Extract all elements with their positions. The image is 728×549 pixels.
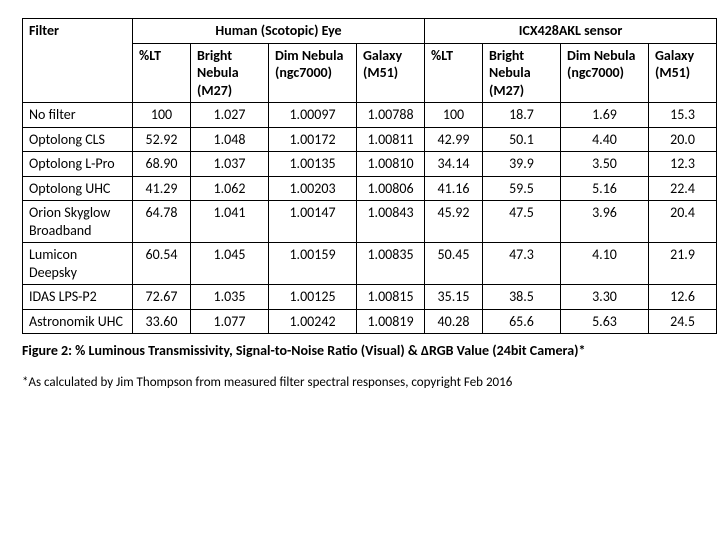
cell-value: 24.5	[649, 309, 717, 334]
table-row: No filter 100 1.027 1.00097 1.00788 100 …	[23, 103, 717, 128]
cell-filter: Orion Skyglow Broadband	[23, 201, 133, 243]
cell-value: 1.027	[191, 103, 269, 128]
cell-value: 1.00125	[269, 285, 357, 310]
footnote: *As calculated by Jim Thompson from meas…	[22, 375, 706, 392]
cell-value: 72.67	[133, 285, 191, 310]
figure-caption: Figure 2: % Luminous Transmissivity, Sig…	[22, 342, 706, 361]
cell-value: 3.50	[561, 152, 649, 177]
cell-value: 38.5	[483, 285, 561, 310]
cell-value: 47.3	[483, 243, 561, 285]
cell-value: 1.00788	[357, 103, 425, 128]
cell-value: 100	[133, 103, 191, 128]
col-sensor-lt: %LT	[425, 43, 483, 103]
cell-value: 1.00835	[357, 243, 425, 285]
filter-comparison-table: Filter Human (Scotopic) Eye ICX428AKL se…	[22, 18, 717, 334]
cell-value: 22.4	[649, 176, 717, 201]
cell-value: 1.00811	[357, 127, 425, 152]
cell-value: 39.9	[483, 152, 561, 177]
cell-filter: Optolong UHC	[23, 176, 133, 201]
cell-filter: Lumicon Deepsky	[23, 243, 133, 285]
cell-value: 1.00135	[269, 152, 357, 177]
cell-value: 64.78	[133, 201, 191, 243]
col-group-sensor: ICX428AKL sensor	[425, 19, 717, 44]
cell-value: 33.60	[133, 309, 191, 334]
cell-value: 1.045	[191, 243, 269, 285]
col-sensor-galaxy: Galaxy (M51)	[649, 43, 717, 103]
cell-value: 4.10	[561, 243, 649, 285]
table-body: No filter 100 1.027 1.00097 1.00788 100 …	[23, 103, 717, 334]
cell-value: 20.0	[649, 127, 717, 152]
cell-value: 1.062	[191, 176, 269, 201]
cell-value: 1.00843	[357, 201, 425, 243]
cell-value: 1.00159	[269, 243, 357, 285]
cell-value: 1.00097	[269, 103, 357, 128]
table-row: IDAS LPS-P2 72.67 1.035 1.00125 1.00815 …	[23, 285, 717, 310]
col-eye-dim: Dim Nebula (ngc7000)	[269, 43, 357, 103]
cell-filter: IDAS LPS-P2	[23, 285, 133, 310]
table-row: Lumicon Deepsky 60.54 1.045 1.00159 1.00…	[23, 243, 717, 285]
cell-value: 59.5	[483, 176, 561, 201]
cell-value: 12.3	[649, 152, 717, 177]
cell-value: 1.00810	[357, 152, 425, 177]
cell-value: 1.048	[191, 127, 269, 152]
cell-value: 50.45	[425, 243, 483, 285]
cell-value: 18.7	[483, 103, 561, 128]
cell-value: 12.6	[649, 285, 717, 310]
cell-filter: Astronomik UHC	[23, 309, 133, 334]
cell-value: 1.00815	[357, 285, 425, 310]
cell-value: 68.90	[133, 152, 191, 177]
cell-value: 34.14	[425, 152, 483, 177]
col-group-human-eye: Human (Scotopic) Eye	[133, 19, 425, 44]
cell-filter: No filter	[23, 103, 133, 128]
cell-value: 47.5	[483, 201, 561, 243]
cell-value: 4.40	[561, 127, 649, 152]
table-row: Optolong CLS 52.92 1.048 1.00172 1.00811…	[23, 127, 717, 152]
col-sensor-dim: Dim Nebula (ngc7000)	[561, 43, 649, 103]
table-row: Optolong UHC 41.29 1.062 1.00203 1.00806…	[23, 176, 717, 201]
cell-value: 41.29	[133, 176, 191, 201]
cell-value: 41.16	[425, 176, 483, 201]
cell-value: 1.00806	[357, 176, 425, 201]
table-row: Orion Skyglow Broadband 64.78 1.041 1.00…	[23, 201, 717, 243]
cell-value: 65.6	[483, 309, 561, 334]
table-row: Astronomik UHC 33.60 1.077 1.00242 1.008…	[23, 309, 717, 334]
table-row: Optolong L-Pro 68.90 1.037 1.00135 1.008…	[23, 152, 717, 177]
cell-value: 1.00147	[269, 201, 357, 243]
cell-value: 5.63	[561, 309, 649, 334]
col-eye-galaxy: Galaxy (M51)	[357, 43, 425, 103]
col-sensor-bright: Bright Nebula (M27)	[483, 43, 561, 103]
cell-value: 1.00819	[357, 309, 425, 334]
cell-value: 1.037	[191, 152, 269, 177]
cell-value: 100	[425, 103, 483, 128]
cell-value: 1.041	[191, 201, 269, 243]
cell-value: 52.92	[133, 127, 191, 152]
cell-value: 1.00172	[269, 127, 357, 152]
cell-value: 50.1	[483, 127, 561, 152]
col-eye-bright: Bright Nebula (M27)	[191, 43, 269, 103]
cell-value: 35.15	[425, 285, 483, 310]
cell-value: 20.4	[649, 201, 717, 243]
cell-value: 1.035	[191, 285, 269, 310]
cell-filter: Optolong CLS	[23, 127, 133, 152]
cell-value: 42.99	[425, 127, 483, 152]
col-filter: Filter	[23, 19, 133, 103]
cell-value: 1.077	[191, 309, 269, 334]
cell-value: 15.3	[649, 103, 717, 128]
cell-value: 5.16	[561, 176, 649, 201]
cell-value: 1.69	[561, 103, 649, 128]
cell-value: 3.30	[561, 285, 649, 310]
cell-value: 1.00203	[269, 176, 357, 201]
cell-value: 21.9	[649, 243, 717, 285]
cell-filter: Optolong L-Pro	[23, 152, 133, 177]
cell-value: 40.28	[425, 309, 483, 334]
cell-value: 60.54	[133, 243, 191, 285]
cell-value: 1.00242	[269, 309, 357, 334]
cell-value: 45.92	[425, 201, 483, 243]
col-eye-lt: %LT	[133, 43, 191, 103]
cell-value: 3.96	[561, 201, 649, 243]
